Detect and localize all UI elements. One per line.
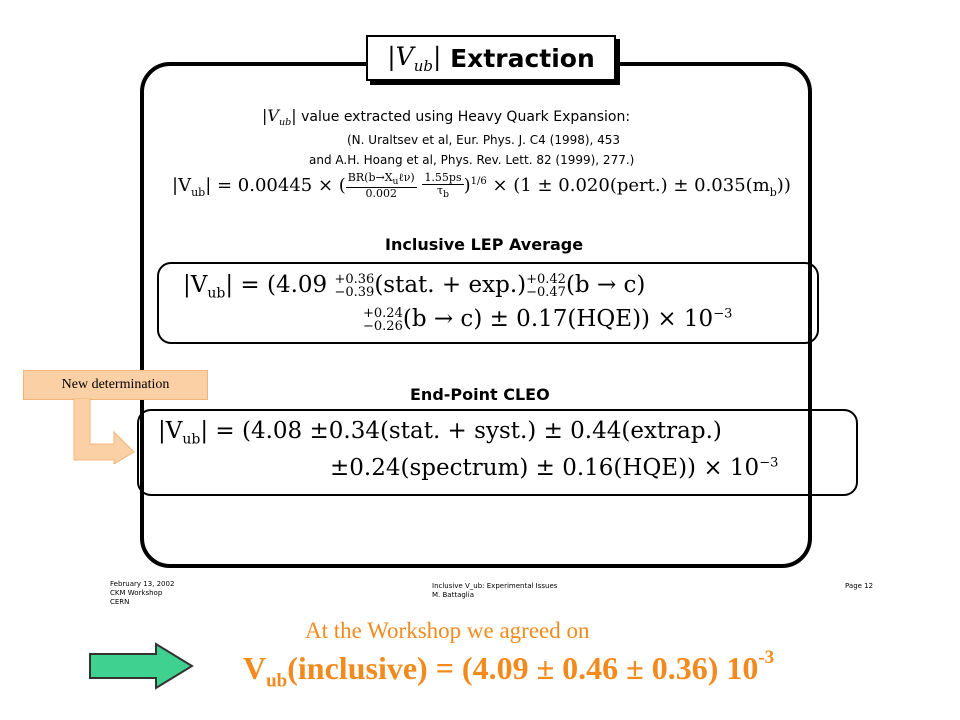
cleo-heading: End-Point CLEO (410, 385, 550, 404)
intro-line: |Vub| value extracted using Heavy Quark … (262, 106, 631, 129)
hqe-fraction-br: BR(b→Xuℓν) 0.002 (345, 171, 417, 201)
right-arrow-icon (89, 642, 194, 690)
footer-center: Inclusive V_ub: Experimental Issues M. B… (432, 582, 558, 599)
cleo-formula-box (137, 409, 858, 496)
bent-arrow-icon (73, 398, 135, 464)
workshop-line: At the Workshop we agreed on (305, 618, 590, 643)
footer-left: February 13, 2002 CKM Workshop CERN (110, 580, 175, 606)
slide-title: |Vub| Extraction (366, 35, 616, 81)
title-symbol: |Vub| (387, 41, 442, 75)
result-line: Vub(inclusive) = (4.09 ± 0.46 ± 0.36) 10… (243, 647, 775, 692)
lep-formula-box (157, 262, 819, 344)
lep-formula-line2: +0.24 −0.26 (b → c) ± 0.17(HQE)) × 10−3 (363, 306, 733, 334)
lep-formula-line1: |Vub| = (4.09 +0.36 −0.39 (stat. + exp.) +0… (183, 272, 646, 302)
cleo-formula-line2: ±0.24(spectrum) ± 0.16(HQE)) × 10−3 (330, 455, 779, 481)
callout-label: New determination (23, 370, 208, 400)
reference-1: (N. Uraltsev et al, Eur. Phys. J. C4 (19… (347, 133, 621, 147)
hqe-fraction-tau: 1.55ps τb (422, 171, 464, 201)
cleo-formula-line1: |Vub| = (4.08 ±0.34(stat. + syst.) ± 0.4… (158, 418, 722, 448)
reference-2: and A.H. Hoang et al, Phys. Rev. Lett. 8… (309, 153, 635, 167)
lep-heading: Inclusive LEP Average (385, 235, 584, 254)
footer-right: Page 12 (845, 582, 874, 590)
title-text: Extraction (450, 43, 595, 73)
hqe-formula: |Vub| = 0.00445 × (BR(b→Xuℓν) 0.002 1.55p… (172, 171, 791, 201)
